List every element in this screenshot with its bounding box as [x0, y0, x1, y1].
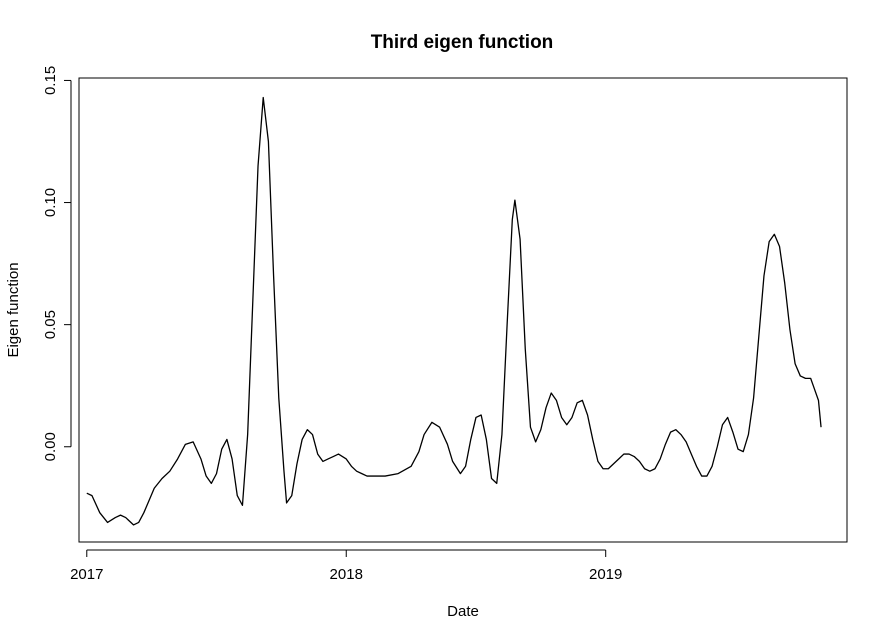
plot-frame [78, 77, 848, 543]
x-axis: 2017 2018 2019 [70, 549, 622, 583]
y-tick-label: 0.00 [42, 432, 59, 461]
x-axis-label: Date [447, 603, 479, 620]
chart-title: Third eigen function [371, 32, 554, 53]
y-tick-label: 0.15 [42, 66, 59, 95]
y-axis: 0.00 0.05 0.10 0.15 [42, 66, 72, 461]
y-tick-label: 0.10 [42, 188, 59, 217]
x-tick-label: 2019 [589, 566, 622, 583]
y-tick-label: 0.05 [42, 310, 59, 339]
eigen-function-line [86, 96, 822, 526]
x-tick-label: 2018 [330, 566, 363, 583]
x-tick-label: 2017 [70, 566, 103, 583]
y-axis-label: Eigen function [5, 262, 22, 357]
